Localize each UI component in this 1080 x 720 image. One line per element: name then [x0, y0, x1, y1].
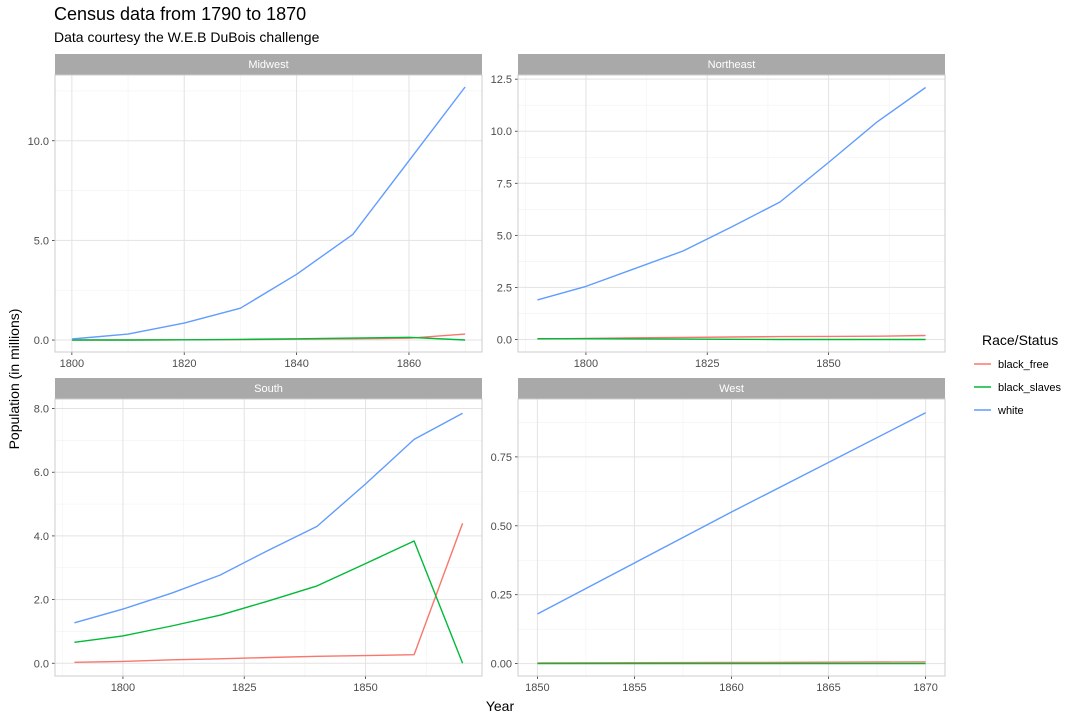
panel-border: [54, 74, 483, 353]
y-tick-label: 0.50: [491, 521, 512, 533]
x-tick-label: 1855: [622, 682, 646, 694]
y-tick-label: 0.00: [491, 659, 512, 671]
x-tick-label: 1850: [525, 682, 549, 694]
panel-border: [517, 398, 946, 677]
x-tick-label: 1865: [816, 682, 840, 694]
y-tick-label: 6.0: [34, 467, 49, 479]
y-tick-label: 0.25: [491, 590, 512, 602]
panel-west: West 0.00 0.25 0.50 0.75 1850 1855 1860 1865 1870: [491, 378, 946, 694]
series-line-black-free: [537, 661, 926, 664]
y-tick-label: 0.0: [34, 335, 49, 347]
x-tick-label: 1800: [60, 358, 84, 370]
series-line-black-slaves: [74, 540, 464, 664]
panel-south: South 0.0 2.0 4.0 6.0 8.0 1800 1825 1850: [34, 378, 483, 694]
y-tick-label: 0.75: [491, 452, 512, 464]
x-tick-label: 1860: [719, 682, 743, 694]
facet-strip-label-northeast: Northeast: [708, 59, 756, 71]
y-tick-label: 0.0: [497, 335, 512, 347]
x-tick-label: 1800: [111, 682, 135, 694]
y-tick-label: 2.5: [497, 282, 512, 294]
y-tick-label: 5.0: [34, 235, 49, 247]
legend-title: Race/Status: [982, 332, 1058, 348]
x-tick-label: 1840: [284, 358, 308, 370]
facet-panels: Midwest 0.0 5.0 10.0 1800 1820 1840 1860 Northea…: [28, 54, 946, 694]
legend-label-black-free: black_free: [998, 359, 1049, 371]
x-axis-title: Year: [486, 698, 515, 714]
series-line-black-free: [74, 522, 464, 663]
panel-border: [54, 398, 483, 677]
x-tick-label: 1850: [816, 358, 840, 370]
y-tick-label: 4.0: [34, 531, 49, 543]
chart-title: Census data from 1790 to 1870: [54, 4, 307, 24]
panel-northeast: Northeast 0.0 2.5 5.0 7.5 10.0 12.5 1800 1825 185…: [491, 54, 946, 370]
facet-strip-label-south: South: [254, 383, 283, 395]
series-line-white: [74, 412, 463, 624]
series-line-black-slaves: [537, 338, 926, 341]
series-line-white: [537, 412, 926, 615]
x-tick-label: 1860: [397, 358, 421, 370]
x-tick-label: 1825: [232, 682, 256, 694]
facet-strip-south: [55, 378, 482, 399]
y-tick-label: 10.0: [28, 136, 49, 148]
x-tick-label: 1850: [353, 682, 377, 694]
y-tick-label: 0.0: [34, 658, 49, 670]
series-line-white: [71, 86, 466, 340]
x-tick-label: 1870: [913, 682, 937, 694]
y-tick-label: 8.0: [34, 404, 49, 416]
facet-strip-label-midwest: Midwest: [248, 59, 288, 71]
x-tick-label: 1820: [172, 358, 196, 370]
y-tick-label: 2.0: [34, 595, 49, 607]
series-line-white: [537, 86, 927, 301]
facet-strip-midwest: [55, 54, 482, 75]
y-tick-label: 7.5: [497, 178, 512, 190]
y-tick-label: 10.0: [491, 126, 512, 138]
facet-strip-northeast: [518, 54, 945, 75]
y-tick-label: 5.0: [497, 230, 512, 242]
x-tick-label: 1825: [695, 358, 719, 370]
panel-border: [517, 74, 946, 353]
y-axis-title: Population (in millions): [6, 309, 22, 450]
facet-strip-west: [518, 378, 945, 399]
x-tick-label: 1800: [574, 358, 598, 370]
facet-strip-label-west: West: [719, 383, 744, 395]
y-tick-label: 12.5: [491, 74, 512, 86]
series-line-black-slaves: [71, 336, 466, 341]
legend-label-white: white: [997, 405, 1024, 417]
legend-label-black-slaves: black_slaves: [998, 382, 1061, 394]
chart-subtitle: Data courtesy the W.E.B DuBois challenge: [54, 29, 320, 45]
panel-midwest: Midwest 0.0 5.0 10.0 1800 1820 1840 1860: [28, 54, 483, 370]
